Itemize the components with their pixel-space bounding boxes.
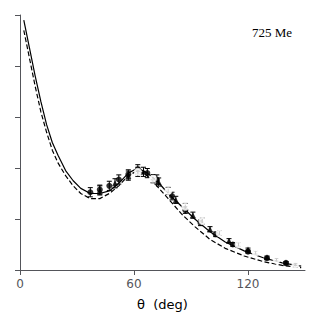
svg-text:0: 0 [16,277,24,291]
svg-text:725 Me: 725 Me [252,25,292,40]
svg-text:120: 120 [237,277,260,291]
svg-text:θ (deg): θ (deg) [137,297,188,312]
svg-text:60: 60 [126,277,141,291]
